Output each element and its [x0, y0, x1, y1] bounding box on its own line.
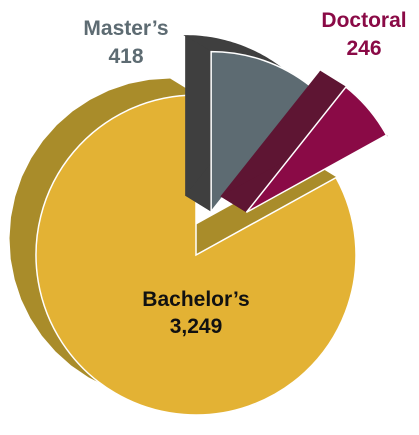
masters-slice-side-0: [185, 35, 212, 212]
doctoral-slice-face: [245, 86, 388, 214]
doctoral-slice: [220, 70, 388, 214]
pie-slices: [9, 35, 388, 416]
pie-labels: Bachelor’s 3,249 Master’s 418 Doctoral 2…: [83, 9, 406, 338]
doctoral-slice-side-0: [220, 71, 346, 213]
doctoral-value: 246: [346, 37, 381, 60]
bachelors-slice-face: [35, 94, 357, 416]
bachelors-value: 3,249: [170, 315, 223, 338]
doctoral-label: Doctoral: [321, 9, 406, 32]
masters-label: Master’s: [83, 17, 168, 40]
masters-slice: [183, 35, 312, 214]
masters-value: 418: [108, 45, 143, 68]
bachelors-label: Bachelor’s: [142, 288, 249, 311]
masters-slice-face: [210, 50, 312, 214]
